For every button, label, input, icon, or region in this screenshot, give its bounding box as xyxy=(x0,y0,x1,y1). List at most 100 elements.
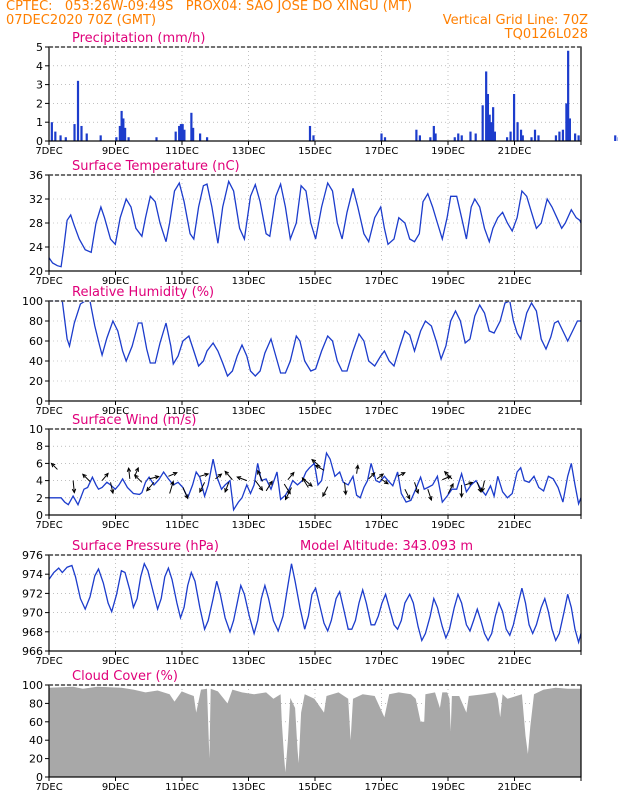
wind-vector-head xyxy=(379,473,385,478)
ytick-label-pres: 972 xyxy=(22,587,43,600)
wind-vector xyxy=(287,472,295,481)
ytick-label-cloud: 80 xyxy=(29,697,43,710)
title-precip: Precipitation (mm/h) xyxy=(72,31,205,46)
wind-vector xyxy=(427,489,432,501)
precip-bar xyxy=(519,129,523,141)
precip-bar xyxy=(308,125,312,141)
precip-bar xyxy=(521,135,524,141)
ytick-label-pres: 974 xyxy=(22,568,43,581)
wind-vector xyxy=(72,480,75,493)
xtick-label-temp: 7DEC xyxy=(35,276,62,287)
wind-vector xyxy=(397,472,406,477)
panel-cloud xyxy=(45,684,582,781)
xtick-label-pres: 21DEC xyxy=(498,656,532,667)
precip-bar xyxy=(533,129,537,141)
wind-vector xyxy=(404,488,411,500)
precip-bar xyxy=(574,133,577,141)
xtick-label-temp: 21DEC xyxy=(498,276,532,287)
xtick-label-pres: 9DEC xyxy=(102,656,129,667)
wind-vector-head xyxy=(258,486,264,492)
xtick-label-cloud: 15DEC xyxy=(298,782,332,793)
precip-bar xyxy=(380,133,383,141)
precip-bar xyxy=(558,131,561,141)
wind-vector-head xyxy=(459,493,464,499)
precip-bar xyxy=(174,131,177,141)
wind-vector xyxy=(265,481,273,492)
wind-vector-head xyxy=(224,470,230,476)
ytick-label-wind: 10 xyxy=(29,423,43,436)
ytick-label-temp: 20 xyxy=(29,265,43,278)
extra-title-pres: Model Altitude: 343.093 m xyxy=(300,539,473,554)
precip-bar xyxy=(124,127,127,141)
xtick-label-pres: 15DEC xyxy=(298,656,332,667)
precip-bar xyxy=(469,131,472,141)
ytick-label-pres: 968 xyxy=(22,626,43,639)
wind-vector xyxy=(51,463,58,470)
title-temp: Surface Temperature (nC) xyxy=(72,159,240,174)
precip-bar xyxy=(415,129,418,141)
wind-vector-head xyxy=(290,471,295,477)
xtick-label-precip: 15DEC xyxy=(298,146,332,157)
precip-bar xyxy=(312,135,315,141)
ytick-label-wind: 8 xyxy=(36,440,43,453)
xtick-label-wind: 15DEC xyxy=(298,520,332,531)
xtick-label-temp: 17DEC xyxy=(365,276,399,287)
precip-bar xyxy=(50,122,53,141)
xtick-label-precip: 21DEC xyxy=(498,146,532,157)
precip-bar xyxy=(99,135,102,141)
ytick-label-wind: 6 xyxy=(36,457,43,470)
xtick-label-wind: 21DEC xyxy=(498,520,532,531)
wind-vector-head xyxy=(480,487,485,493)
precip-bar xyxy=(73,124,76,141)
precip-bar xyxy=(457,133,460,141)
wind-vector xyxy=(285,487,292,500)
precip-bar xyxy=(505,137,509,141)
precip-bar xyxy=(453,137,456,141)
wind-vector-head xyxy=(400,472,406,477)
xtick-label-rh: 19DEC xyxy=(431,406,465,417)
ytick-label-wind: 4 xyxy=(36,475,43,488)
precip-bar xyxy=(178,125,181,141)
panel-wind xyxy=(45,428,582,519)
wind-vector xyxy=(444,471,453,480)
precip-bar xyxy=(181,124,184,141)
wind-vector-head xyxy=(71,488,77,494)
precip-bar xyxy=(80,125,83,141)
xtick-label-precip: 9DEC xyxy=(102,146,129,157)
wind-vector-head xyxy=(134,466,139,472)
precip-bar xyxy=(565,103,568,141)
ytick-label-cloud: 60 xyxy=(29,716,43,729)
wind-vector xyxy=(356,465,359,474)
wind-vector xyxy=(101,473,109,481)
xtick-label-precip: 19DEC xyxy=(431,146,465,157)
cloud-area xyxy=(49,686,581,777)
precip-bar xyxy=(54,131,57,141)
wind-vector xyxy=(257,470,263,482)
xtick-label-precip: 17DEC xyxy=(365,146,399,157)
wind-vector-head xyxy=(217,473,223,478)
ytick-label-temp: 36 xyxy=(29,169,43,182)
precip-bar xyxy=(530,137,533,141)
xtick-label-temp: 9DEC xyxy=(102,276,129,287)
title-cloud: Cloud Cover (%) xyxy=(72,669,178,684)
wind-vector xyxy=(146,481,155,492)
xtick-label-precip: 13DEC xyxy=(232,146,266,157)
precip-bar xyxy=(474,133,477,141)
wind-vector xyxy=(224,471,233,481)
wind-vector-head xyxy=(257,469,262,475)
xtick-label-pres: 17DEC xyxy=(365,656,399,667)
xtick-label-temp: 15DEC xyxy=(298,276,332,287)
wind-vector-head xyxy=(146,486,151,492)
precip-bar xyxy=(537,135,540,141)
precip-bar xyxy=(568,118,571,141)
precip-bar xyxy=(460,135,463,141)
wind-vector-head xyxy=(199,487,204,493)
precip-bar xyxy=(614,135,617,141)
xtick-label-wind: 19DEC xyxy=(431,520,465,531)
wind-vector-head xyxy=(184,494,189,500)
wind-vector xyxy=(344,482,347,495)
wind-vector-head xyxy=(311,458,317,464)
rh-line xyxy=(49,300,581,378)
xtick-label-cloud: 7DEC xyxy=(35,782,62,793)
